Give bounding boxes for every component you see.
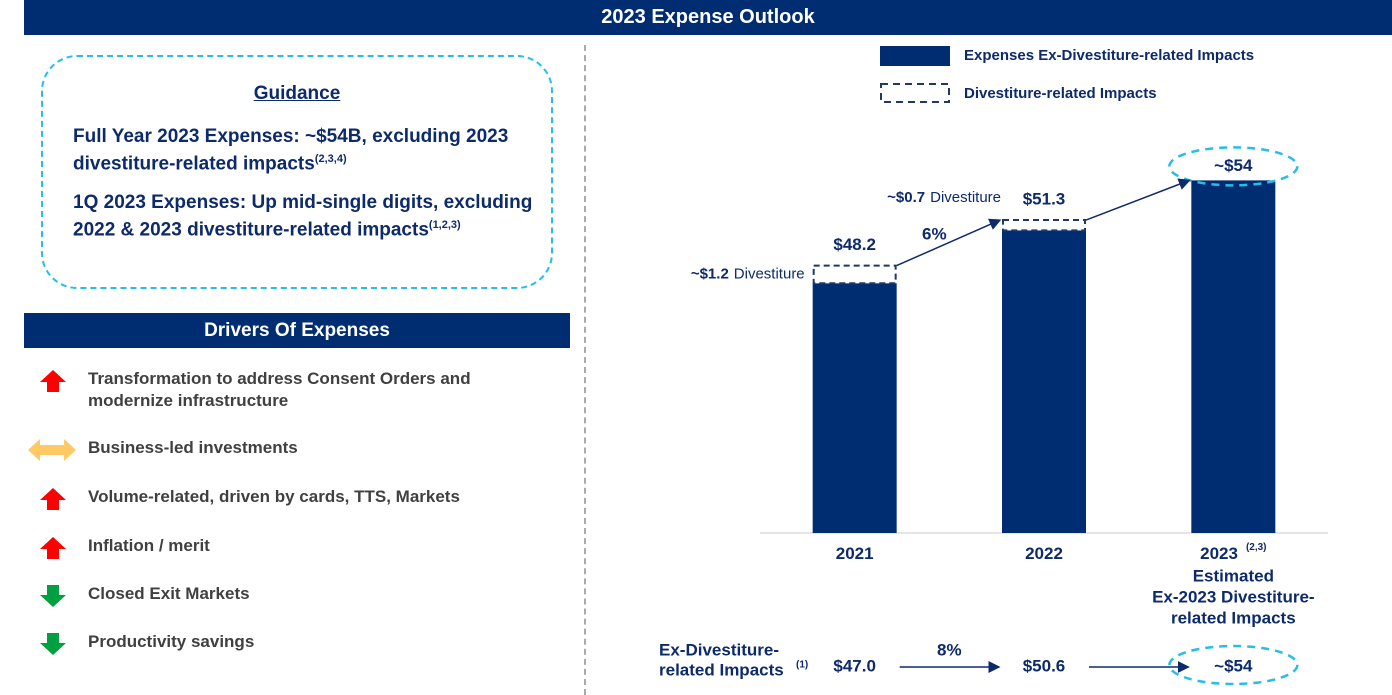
drivers-title: Drivers Of Expenses	[24, 313, 570, 348]
divestiture-value: ~$1.2	[691, 265, 729, 282]
growth-label: 6%	[922, 224, 947, 243]
bar	[812, 283, 897, 533]
footer-value: ~$54	[1214, 656, 1253, 675]
x-subtitle: Ex-2023 Divestiture-	[1152, 587, 1315, 606]
footer-label: Ex-Divestiture-	[659, 640, 779, 659]
bar-divestiture	[812, 264, 897, 285]
driver-text: Closed Exit Markets	[88, 584, 250, 603]
trend-icon	[40, 537, 66, 559]
driver-text: Productivity savings	[88, 632, 255, 651]
bar-divestiture	[1002, 219, 1086, 232]
footer-value: $47.0	[833, 656, 876, 675]
x-tick-label: 2022	[1025, 544, 1063, 563]
slide-title: 2023 Expense Outlook	[24, 0, 1392, 35]
legend-label: Expenses Ex-Divestiture-related Impacts	[964, 47, 1254, 64]
legend-swatch	[880, 46, 950, 66]
divestiture-label: ~$1.2 Divestiture	[691, 265, 805, 282]
x-tick-text: 2021	[836, 544, 874, 563]
x-tick-label: 2021	[836, 544, 874, 563]
driver-text: Business-led investments	[88, 438, 298, 457]
x-tick-text: 2022	[1025, 544, 1063, 563]
total-label: $48.2	[833, 235, 876, 254]
guidance-item: Full Year 2023 Expenses: ~$54B, excludin…	[73, 125, 543, 175]
divestiture-label: ~$0.7 Divestiture	[887, 189, 1001, 206]
footnote: (2,3,4)	[314, 153, 347, 165]
footer-value: $50.6	[1023, 656, 1066, 675]
trend-icon	[40, 585, 66, 607]
x-subtitle: related Impacts	[1171, 608, 1296, 627]
trend-icon	[40, 633, 66, 655]
legend-swatch	[880, 83, 950, 103]
footer-growth: 8%	[937, 640, 962, 659]
growth-arrow	[1085, 178, 1191, 221]
divestiture-value: ~$0.7	[887, 189, 925, 206]
trend-icon	[28, 439, 76, 461]
highlight-ellipse	[1168, 146, 1299, 187]
driver-text: Volume-related, driven by cards, TTS, Ma…	[88, 487, 460, 506]
footer-note: (1)	[796, 660, 808, 671]
divestiture-word: Divestiture	[930, 189, 1001, 206]
x-tick-text: 2023	[1200, 544, 1238, 563]
driver-text: Transformation to address Consent Orders…	[88, 369, 471, 410]
guidance-text: 1Q 2023 Expenses: Up mid-single digits, …	[73, 192, 533, 241]
growth-arrow	[896, 218, 1002, 267]
x-tick-label: 2023 (2,3)	[1200, 542, 1266, 564]
divestiture-word: Divestiture	[734, 265, 805, 282]
guidance-box: Guidance Full Year 2023 Expenses: ~$54B,…	[41, 55, 553, 289]
highlight-ellipse	[1168, 644, 1299, 686]
x-subtitle: Estimated	[1193, 566, 1274, 585]
bar	[1191, 180, 1276, 533]
footer-label: related Impacts	[659, 660, 784, 679]
trend-icon	[40, 488, 66, 510]
guidance-text: Full Year 2023 Expenses: ~$54B, excludin…	[73, 126, 509, 175]
driver-text: Inflation / merit	[88, 536, 210, 555]
footnote: (1,2,3)	[428, 219, 461, 231]
guidance-item: 1Q 2023 Expenses: Up mid-single digits, …	[73, 191, 543, 241]
bar	[1002, 230, 1086, 534]
x-tick-note: (2,3)	[1246, 542, 1267, 553]
guidance-title: Guidance	[253, 83, 341, 104]
divider	[584, 45, 586, 695]
total-label: $51.3	[1023, 190, 1066, 209]
legend-label: Divestiture-related Impacts	[964, 85, 1157, 102]
trend-icon	[40, 370, 66, 392]
total-label: ~$54	[1214, 156, 1253, 175]
